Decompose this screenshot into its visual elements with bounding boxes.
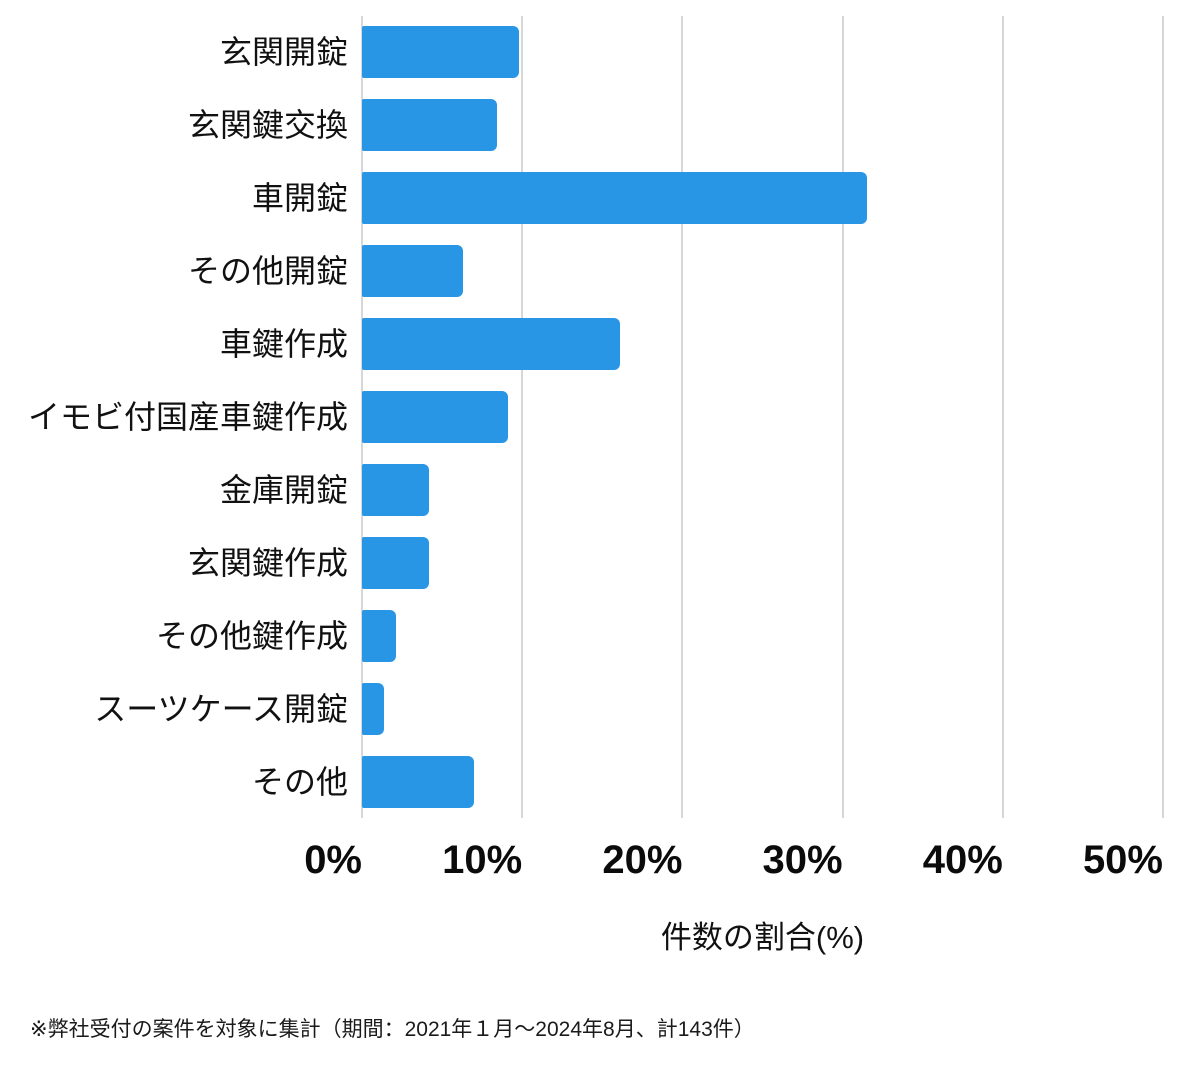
category-row: その他開錠 [0,235,1200,308]
category-row: 玄関開錠 [0,16,1200,89]
x-tick-label: 40% [922,838,1003,882]
gridline-20 [681,16,684,818]
category-label: 玄関鍵作成 [187,544,348,581]
category-label: イモビ付国産車鍵作成 [27,398,348,435]
bar [362,463,430,516]
category-row: 車鍵作成 [0,308,1200,381]
bar [362,26,519,79]
category-row: 金庫開錠 [0,453,1200,526]
bar [362,172,867,225]
x-tick-label: 10% [442,838,523,882]
category-row: 車開錠 [0,162,1200,235]
x-tick-label: 30% [762,838,843,882]
category-label: その他開錠 [187,253,348,290]
gridline-10 [521,16,524,818]
x-tick-label: 50% [1082,838,1163,882]
category-row: スーツケース開錠 [0,672,1200,745]
bar [362,755,475,808]
category-row: イモビ付国産車鍵作成 [0,381,1200,454]
bar [362,99,497,152]
bar [362,536,430,589]
bar [362,390,508,443]
x-axis-ticks: 0% 10% 20% 30% 40% 50% [0,840,1200,886]
x-tick-label: 20% [602,838,683,882]
category-row: 玄関鍵交換 [0,89,1200,162]
x-axis-label: 件数の割合(%) [660,920,865,955]
gridline-50 [1162,16,1164,818]
category-label: その他 [251,763,348,800]
bar [362,318,620,371]
footnote: ※弊社受付の案件を対象に集計（期間：2021年１月～2024年8月、計143件） [30,1018,755,1041]
category-label: 車開錠 [251,180,348,217]
category-label: 玄関開錠 [219,34,348,71]
bar [362,609,396,662]
bar-rows: 玄関開錠玄関鍵交換車開錠その他開錠車鍵作成イモビ付国産車鍵作成金庫開錠玄関鍵作成… [0,16,1200,818]
category-row: その他鍵作成 [0,599,1200,672]
category-label: 玄関鍵交換 [187,107,348,144]
x-tick-label: 0% [304,838,362,882]
gridline-30 [841,16,844,818]
category-row: 玄関鍵作成 [0,526,1200,599]
category-label: スーツケース開錠 [94,690,348,727]
category-label: その他鍵作成 [155,617,348,654]
category-label: 車鍵作成 [219,326,348,363]
bar [362,682,385,735]
category-label: 金庫開錠 [219,471,348,508]
bar [362,245,463,298]
gridline-40 [1001,16,1004,818]
category-row: その他 [0,745,1200,818]
